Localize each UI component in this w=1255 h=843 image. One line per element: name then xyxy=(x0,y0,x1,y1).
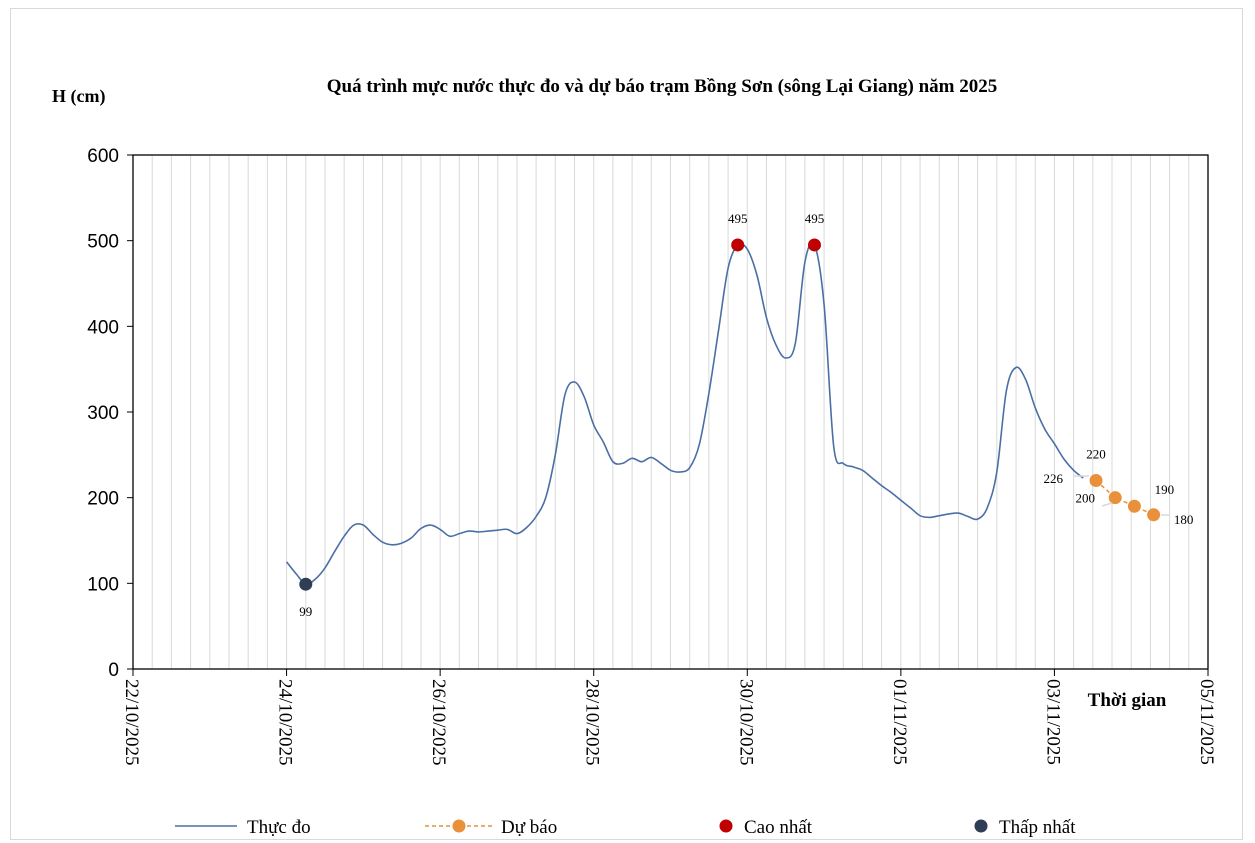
x-tick-label: 03/11/2025 xyxy=(1042,679,1063,765)
y-tick-label: 100 xyxy=(87,574,119,595)
forecast-point xyxy=(1089,474,1103,488)
max-point xyxy=(731,238,745,252)
data-label: 226 xyxy=(1043,471,1063,486)
y-tick-label: 0 xyxy=(108,660,119,681)
annotations: 495 495 99 226 220 200 190 180 xyxy=(299,211,1193,619)
grid xyxy=(132,155,1209,669)
x-tick-label: 26/10/2025 xyxy=(428,679,449,766)
data-label: 190 xyxy=(1155,482,1175,497)
x-tick-label: 01/11/2025 xyxy=(889,679,910,765)
legend-label: Cao nhất xyxy=(744,817,813,838)
chart-frame xyxy=(10,8,1243,840)
legend-marker-min xyxy=(974,819,988,833)
forecast-line xyxy=(1095,479,1154,516)
chart-title: Quá trình mực nước thực đo và dự báo trạ… xyxy=(327,76,998,97)
x-axis-label: Thời gian xyxy=(1088,690,1167,711)
axes: 0 100 200 300 400 500 600 22/10/2025 24/10/2025 2… xyxy=(87,146,1217,766)
data-label: 99 xyxy=(299,604,312,619)
label-leader xyxy=(1101,502,1113,507)
observed-line xyxy=(285,241,1084,586)
forecast-point xyxy=(1147,508,1161,522)
forecast-point xyxy=(1127,499,1141,513)
legend-marker-forecast xyxy=(452,819,466,833)
legend-marker-max xyxy=(719,819,733,833)
data-label: 220 xyxy=(1086,447,1106,462)
data-label: 200 xyxy=(1075,491,1095,506)
x-tick-label: 05/11/2025 xyxy=(1196,679,1217,765)
max-point xyxy=(807,238,821,252)
x-tick-label: 22/10/2025 xyxy=(121,679,142,766)
x-tick-label: 30/10/2025 xyxy=(735,679,756,766)
min-point xyxy=(299,577,313,591)
x-tick-label: 24/10/2025 xyxy=(275,679,296,766)
legend-label: Thực đo xyxy=(247,817,311,838)
y-tick-label: 500 xyxy=(87,232,119,253)
y-axis-label: H (cm) xyxy=(52,86,105,107)
data-label: 495 xyxy=(728,211,748,226)
data-label: 495 xyxy=(805,211,825,226)
legend: Thực đo Dự báo Cao nhất Thấp nhất xyxy=(175,817,1076,838)
data-label: 180 xyxy=(1174,512,1194,527)
legend-label: Dự báo xyxy=(501,817,557,838)
y-tick-label: 400 xyxy=(87,317,119,338)
series xyxy=(285,238,1161,591)
y-tick-label: 200 xyxy=(87,489,119,510)
y-tick-label: 600 xyxy=(87,146,119,167)
y-tick-label: 300 xyxy=(87,403,119,424)
forecast-point xyxy=(1108,491,1122,505)
legend-label: Thấp nhất xyxy=(999,817,1076,838)
x-tick-label: 28/10/2025 xyxy=(582,679,603,766)
